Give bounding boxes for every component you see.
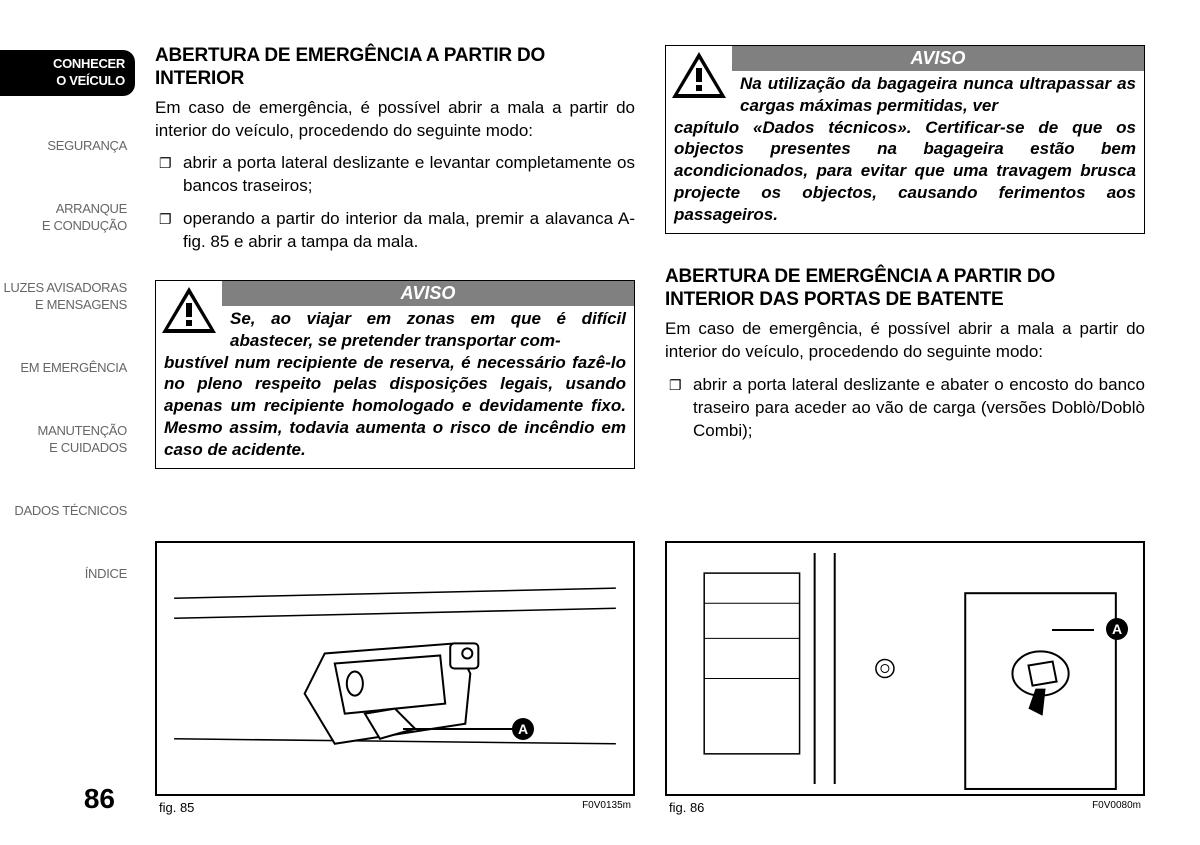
fig-label: fig. 85: [159, 800, 194, 815]
intro-right: Em caso de emergência, é possível abrir …: [665, 318, 1145, 364]
tab-manutencao[interactable]: MANUTENÇÃO E CUIDADOS: [38, 419, 135, 461]
tab-label: E CUIDADOS: [49, 440, 127, 455]
warning-icon: [160, 285, 218, 337]
intro-left: Em caso de emergência, é possível abrir …: [155, 97, 635, 143]
fig-code: F0V0135m: [582, 800, 631, 815]
warning-icon: [670, 50, 728, 102]
warning-title: AVISO: [732, 46, 1144, 71]
tab-label: E CONDUÇÃO: [42, 218, 127, 233]
bullet-item: abrir a porta lateral deslizante e abate…: [665, 374, 1145, 443]
fig85-caption: fig. 85 F0V0135m: [155, 800, 635, 815]
callout-line: [403, 728, 513, 730]
fig86-caption: fig. 86 F0V0080m: [665, 800, 1145, 815]
warning-lead: Na utilização da bagageira nunca ultrapa…: [740, 73, 1136, 117]
right-column: AVISO Na utilização da bagageira nunca u…: [665, 45, 1145, 815]
callout-label: A: [1106, 618, 1128, 640]
warning-box-left: AVISO Se, ao viajar em zonas em que é di…: [155, 280, 635, 469]
fig-label: fig. 86: [669, 800, 704, 815]
tab-emergencia[interactable]: EM EMERGÊNCIA: [20, 356, 135, 381]
left-column: ABERTURA DE EMERGÊNCIA A PARTIR DO INTER…: [155, 45, 635, 815]
warning-lead: Se, ao viajar em zonas em que é difícil …: [230, 308, 626, 352]
warning-title: AVISO: [222, 281, 634, 306]
tab-label: DADOS TÉCNICOS: [14, 503, 127, 518]
tab-label: EM EMERGÊNCIA: [20, 360, 127, 375]
warning-text-left: Se, ao viajar em zonas em que é difícil …: [156, 306, 634, 462]
figure-86: A: [665, 541, 1145, 796]
tab-label: ARRANQUE: [56, 201, 127, 216]
page-number: 86: [84, 783, 115, 815]
bullet-list-left: abrir a porta lateral deslizante e levan…: [155, 152, 635, 264]
fig86-illustration: [667, 543, 1143, 794]
heading-right: ABERTURA DE EMERGÊNCIA A PARTIR DO INTER…: [665, 266, 1145, 312]
tab-seguranca[interactable]: SEGURANÇA: [47, 134, 135, 159]
heading-left: ABERTURA DE EMERGÊNCIA A PARTIR DO INTER…: [155, 45, 635, 91]
tab-label: O VEÍCULO: [56, 73, 125, 88]
main-content: ABERTURA DE EMERGÊNCIA A PARTIR DO INTER…: [135, 0, 1200, 845]
tab-conhecer[interactable]: CONHECER O VEÍCULO: [0, 50, 135, 96]
tab-label: E MENSAGENS: [35, 297, 127, 312]
warning-box-right: AVISO Na utilização da bagageira nunca u…: [665, 45, 1145, 234]
warning-rest: bustível num recipiente de reserva, é ne…: [164, 353, 626, 459]
bullet-list-right: abrir a porta lateral deslizante e abate…: [665, 374, 1145, 453]
bullet-item: abrir a porta lateral deslizante e levan…: [155, 152, 635, 198]
sidebar-nav: CONHECER O VEÍCULO SEGURANÇA ARRANQUE E …: [0, 0, 135, 845]
callout-line: [1052, 629, 1094, 631]
tab-dados[interactable]: DADOS TÉCNICOS: [14, 499, 135, 524]
tab-arranque[interactable]: ARRANQUE E CONDUÇÃO: [42, 197, 135, 239]
tab-label: ÍNDICE: [85, 566, 127, 581]
tab-indice[interactable]: ÍNDICE: [85, 562, 135, 587]
warning-text-right: Na utilização da bagageira nunca ultrapa…: [666, 71, 1144, 227]
bullet-item: operando a partir do interior da mala, p…: [155, 208, 635, 254]
tab-label: SEGURANÇA: [47, 138, 127, 153]
tab-label: LUZES AVISADORAS: [3, 280, 127, 295]
tab-luzes[interactable]: LUZES AVISADORAS E MENSAGENS: [3, 276, 135, 318]
tab-label: CONHECER: [53, 56, 125, 71]
callout-label: A: [512, 718, 534, 740]
tab-label: MANUTENÇÃO: [38, 423, 127, 438]
fig-code: F0V0080m: [1092, 800, 1141, 815]
fig85-illustration: [157, 543, 633, 794]
warning-rest: capítulo «Dados técnicos». Certificar-se…: [674, 118, 1136, 224]
figure-85: A: [155, 541, 635, 796]
